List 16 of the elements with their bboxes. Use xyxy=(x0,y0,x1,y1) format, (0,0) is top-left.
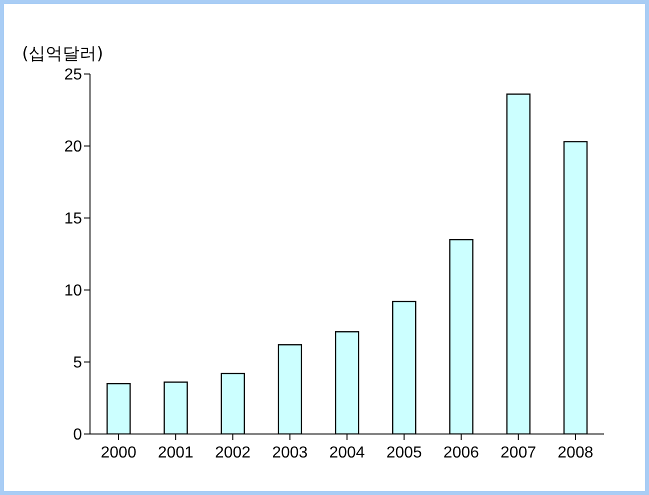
x-tick-label: 2005 xyxy=(386,444,422,462)
y-tick-label: 10 xyxy=(64,282,82,300)
y-tick-label: 5 xyxy=(73,354,82,372)
y-tick-label: 25 xyxy=(64,66,82,84)
x-tick-label: 2001 xyxy=(158,444,194,462)
y-tick-label: 15 xyxy=(64,210,82,228)
x-tick-label: 2006 xyxy=(443,444,480,462)
y-axis-title: (십억달러) xyxy=(22,43,104,65)
x-tick-label: 2008 xyxy=(558,444,594,462)
x-tick-label: 2007 xyxy=(500,444,536,462)
y-tick-label: 20 xyxy=(64,138,82,156)
x-tick-label: 2000 xyxy=(100,444,136,462)
x-tick-label: 2003 xyxy=(272,444,308,462)
x-tick-label: 2004 xyxy=(329,444,365,462)
x-tick-label: 2002 xyxy=(214,444,251,462)
y-tick-label: 0 xyxy=(73,426,82,444)
